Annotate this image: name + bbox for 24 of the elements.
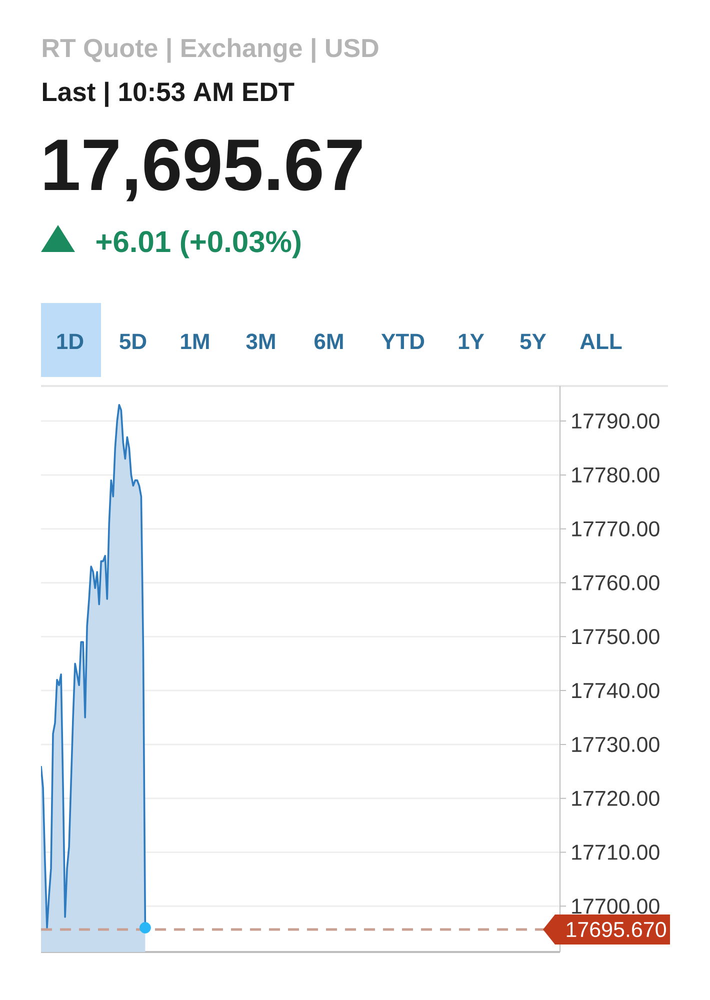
text: Last | 10:53 AM EDT — [42, 82, 294, 107]
text: 1M — [181, 334, 209, 349]
text: 1Y — [458, 334, 484, 349]
text: 1D — [57, 334, 84, 349]
y-tick-label: 17760.00 — [572, 575, 660, 590]
y-tick-label: 17700.00 — [572, 898, 660, 914]
y-tick-label: 17770.00 — [572, 521, 660, 536]
chart-title: 17,695.67 — [44, 139, 362, 202]
ref-line-label: 17695.670 — [566, 922, 666, 938]
text: RT Quote | Exchange | USD — [42, 38, 378, 63]
y-tick-label: 17740.00 — [572, 682, 660, 698]
chart-subtitle: +6.01 (+0.03%) — [96, 230, 300, 258]
text: 6M — [314, 334, 343, 350]
y-tick-label: 17710.00 — [572, 844, 660, 860]
y-tick-label: 17780.00 — [572, 467, 660, 483]
y-tick-label: 17750.00 — [572, 629, 660, 644]
y-tick-label: 17730.00 — [572, 736, 660, 752]
y-tick-label: 17790.00 — [572, 413, 660, 429]
text: YTD — [381, 334, 424, 349]
text: 3M — [246, 334, 275, 350]
text: ALL — [580, 334, 622, 349]
text: 5Y — [520, 334, 546, 350]
text: 5D — [120, 334, 146, 350]
y-tick-label: 17720.00 — [572, 790, 660, 806]
